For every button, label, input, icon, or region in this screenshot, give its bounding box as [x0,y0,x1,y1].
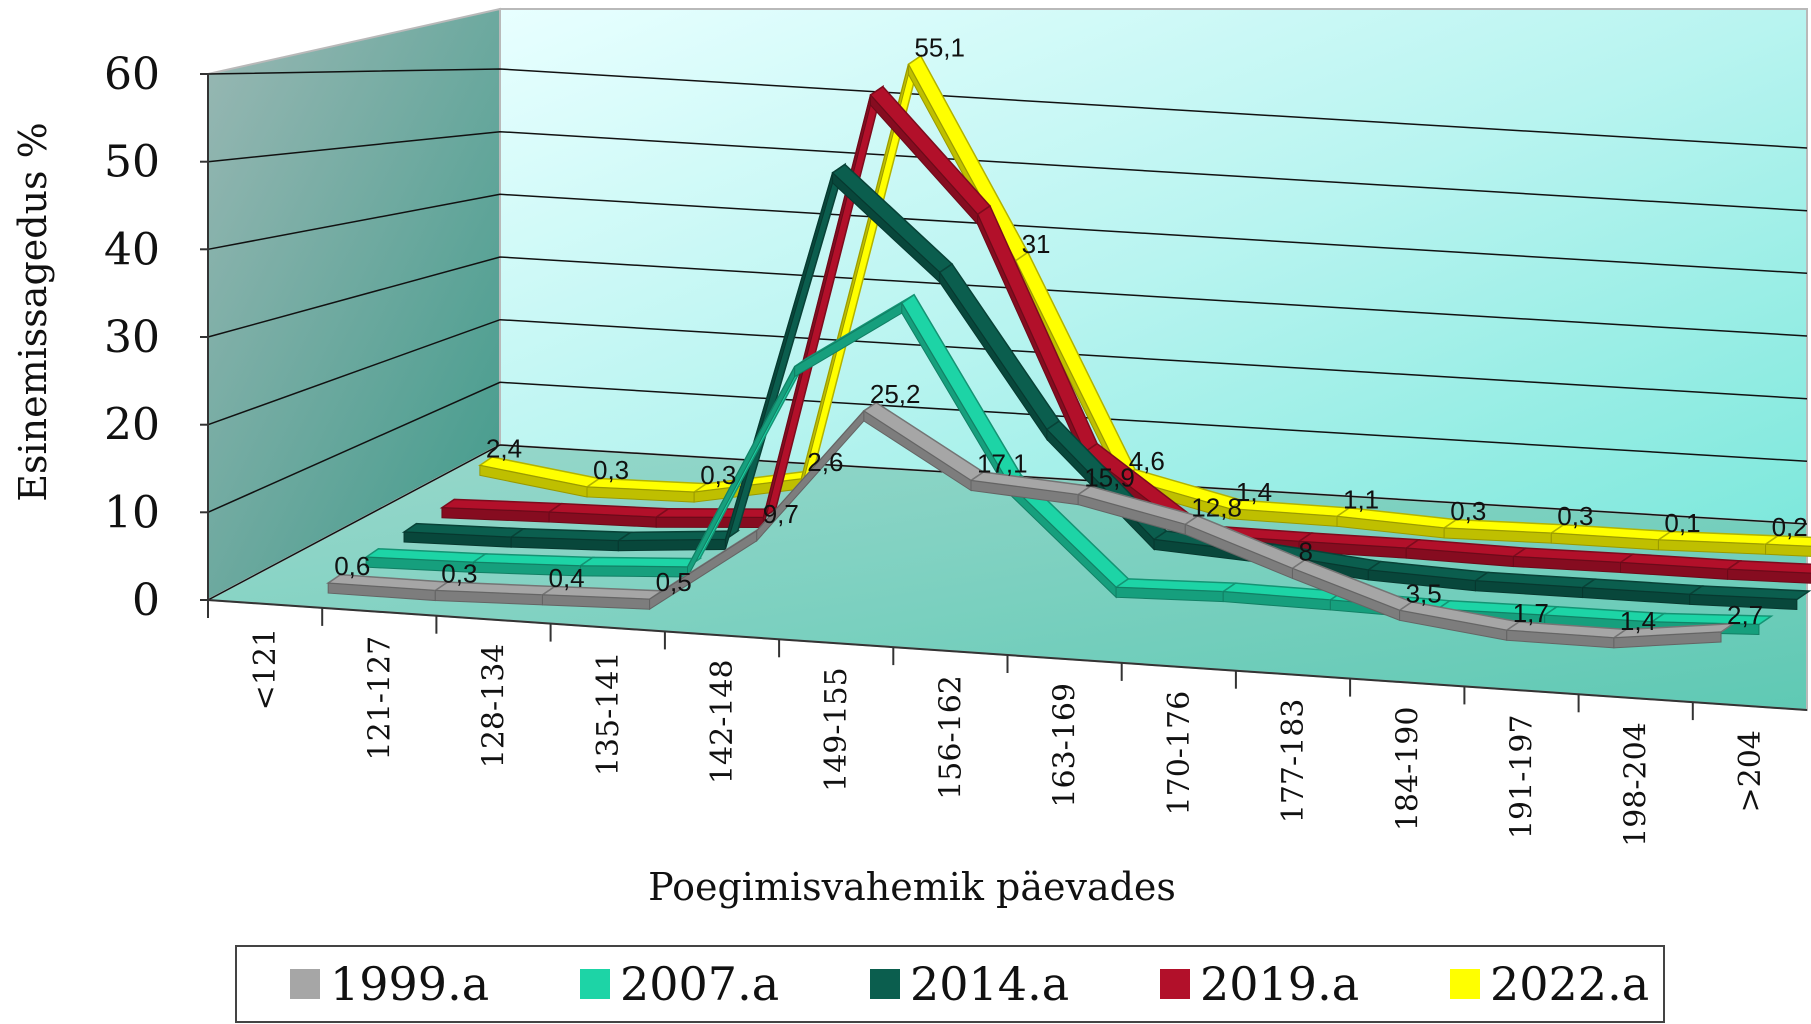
data-label: 0,3 [441,559,477,589]
data-label: 55,1 [914,32,965,62]
data-label: 1,4 [1620,606,1656,636]
y-tick-label: 30 [104,312,160,363]
gridline [207,193,1808,275]
y-tick-label: 10 [104,487,160,538]
data-label: 0,2 [1772,512,1808,542]
x-tick-label: 149-155 [819,667,854,792]
data-label: 0,3 [593,455,629,485]
gridline [207,256,1808,338]
data-label: 1,4 [1236,477,1272,507]
gridlines [207,68,1808,601]
legend: 1999.a 2007.a 2014.a 2019.a 2022.a [290,957,1649,1011]
data-label: 0,5 [656,567,692,597]
gridline [207,68,1808,149]
data-label: 12,8 [1191,492,1242,522]
x-tick-label: <121 [248,628,283,710]
series-2 [401,162,1811,611]
data-label: 1,1 [1343,484,1379,514]
x-tick-label: 163-169 [1048,683,1083,808]
data-labels: 2,4 0,3 0,3 2,6 55,1 31 4,6 1,4 1,1 0,3 0,3 0,1 0,2 0… [334,32,1808,636]
data-label: 0,4 [549,563,585,593]
data-label: 4,6 [1129,446,1165,476]
series-segment-face [1689,593,1798,611]
gridline [207,444,1808,601]
x-tick-label: 128-134 [477,644,512,769]
gridline [207,318,1808,426]
data-label: 8 [1299,536,1313,566]
data-label: 0,1 [1664,508,1700,538]
x-tick-label: 156-162 [933,675,968,800]
data-label: 17,1 [977,449,1028,479]
legend-label: 2022.a [1490,957,1649,1011]
y-tick-label: 50 [104,137,160,188]
x-tick-label: 198-204 [1619,722,1654,847]
x-tick-label: 142-148 [705,659,740,784]
y-tick-label: 40 [104,224,160,275]
data-label: 31 [1022,229,1051,259]
x-tick-label: 177-183 [1276,699,1311,824]
legend-label: 2019.a [1200,957,1359,1011]
x-tick-label: 135-141 [591,652,626,777]
x-tick-label: 184-190 [1390,707,1425,832]
series-segment-top [1763,535,1811,548]
x-tick-label: >204 [1733,730,1768,812]
legend-box [235,945,1665,1023]
data-label: 0,3 [700,460,736,490]
series-segment-face [1727,568,1811,584]
data-label: 0,3 [1557,501,1593,531]
gridline [207,381,1808,513]
data-label: 2,7 [1727,600,1763,630]
series-segment-face [1613,631,1722,649]
y-tick-label: 20 [104,400,160,451]
legend-label: 2007.a [620,957,779,1011]
data-label: 2,6 [807,447,843,477]
x-tick-label: 170-176 [1162,691,1197,816]
legend-label: 1999.a [330,957,489,1011]
data-label: 2,4 [486,433,522,463]
data-label: 3,5 [1406,578,1442,608]
data-label: 25,2 [870,379,921,409]
y-axis-title: Esinemissagedus % [11,122,55,502]
data-label: 9,7 [763,499,799,529]
legend-label: 2014.a [910,957,1069,1011]
data-label: 0,6 [334,551,370,581]
legend-swatch [580,969,610,999]
series-lines [325,54,1811,649]
y-tick-label: 0 [132,575,160,626]
x-axis-title: Poegimisvahemik päevades [648,865,1176,909]
x-tick-label: 121-127 [362,636,397,761]
data-label: 0,3 [1450,496,1486,526]
series-0 [325,401,1736,649]
legend-swatch [870,969,900,999]
legend-swatch [290,969,320,999]
legend-swatch [1450,969,1480,999]
data-label: 15,9 [1084,463,1135,493]
gridline [207,130,1808,212]
y-tick-label: 60 [104,49,160,100]
axes: 0 10 20 30 40 50 60 <121 121-127 128-134 135-141 14… [104,49,1808,847]
x-tick-label: 191-197 [1505,714,1540,839]
data-label: 1,7 [1513,598,1549,628]
series-segment-face [1765,543,1811,557]
legend-swatch [1160,969,1190,999]
